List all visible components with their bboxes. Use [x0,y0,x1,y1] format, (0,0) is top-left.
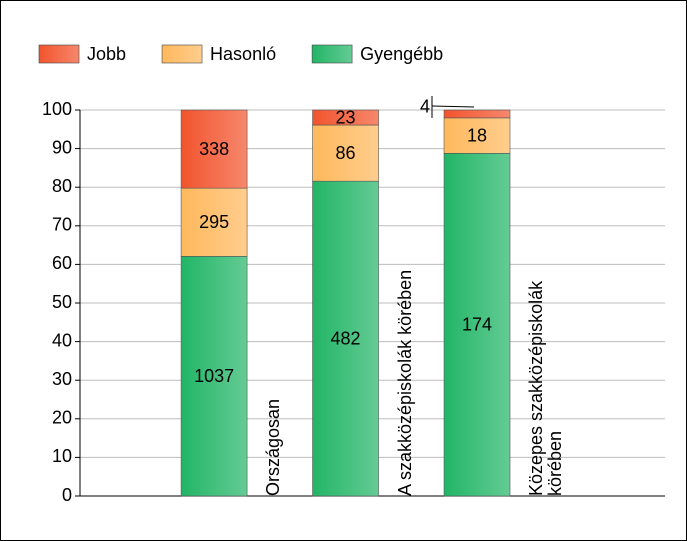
leader-line [431,105,475,108]
y-tick-label: 20 [52,408,72,428]
bar-segment [443,153,511,497]
y-tick-label: 70 [52,215,72,235]
data-label: 295 [199,212,229,232]
bar-segment [180,109,248,189]
y-tick-label: 40 [52,330,72,350]
data-label: 4 [420,97,430,117]
y-tick-label: 100 [42,99,72,119]
y-tick-label: 90 [52,137,72,157]
data-label: 1037 [194,366,234,386]
x-tick-label: A szakközépiskolák körében [394,269,415,496]
x-tick-label: Országosan [263,398,284,496]
y-tick-label: 10 [52,446,72,466]
data-label: 23 [336,107,356,127]
legend-label: Hasonló [210,44,276,64]
y-tick-label: 60 [52,253,72,273]
y-tick-label: 50 [52,292,72,312]
bar-segment [312,109,379,126]
data-label: 18 [467,125,487,145]
data-label: 338 [199,139,229,159]
y-tick-label: 0 [62,485,72,505]
data-label: 174 [462,314,492,334]
x-tick-label: Közepes szakközépiskolák körében [526,280,565,496]
bar-segment [443,109,511,119]
bar-segment [180,187,248,257]
bar-segment [312,124,379,182]
legend-swatch [311,44,353,64]
data-label: 482 [331,328,361,348]
legend-label: Gyengébb [360,44,443,64]
legend-swatch [161,44,203,64]
legend-swatch [38,44,80,64]
y-tick-label: 80 [52,176,72,196]
bar-segment [180,256,248,497]
y-tick-label: 30 [52,369,72,389]
data-label: 86 [336,143,356,163]
bar-segment [312,180,379,497]
bar-segment [443,117,511,154]
legend-label: Jobb [87,44,126,64]
